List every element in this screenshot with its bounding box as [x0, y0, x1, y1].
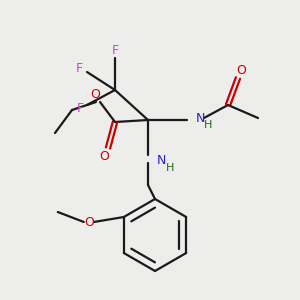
Text: H: H — [204, 120, 212, 130]
Text: O: O — [99, 149, 109, 163]
Text: O: O — [236, 64, 246, 76]
Text: F: F — [76, 101, 84, 115]
Text: F: F — [111, 44, 118, 56]
Text: F: F — [75, 61, 82, 74]
Text: O: O — [90, 88, 100, 101]
Text: N: N — [196, 112, 206, 124]
Text: O: O — [84, 215, 94, 229]
Text: H: H — [166, 163, 174, 173]
Text: N: N — [157, 154, 166, 166]
